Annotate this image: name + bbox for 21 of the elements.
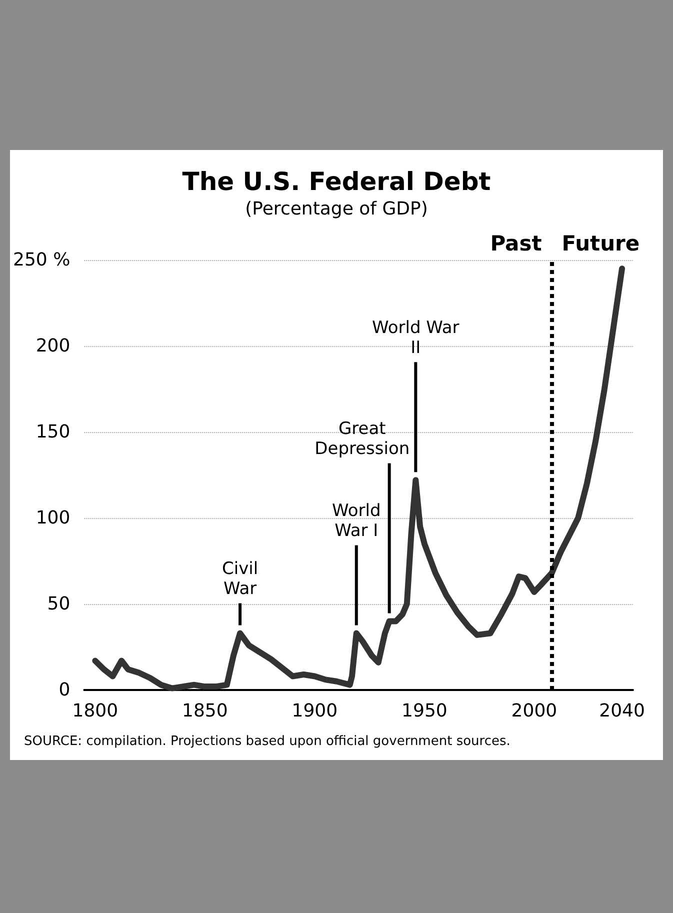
x-tick-label: 2040 (599, 700, 645, 722)
x-tick-label: 1800 (72, 700, 118, 722)
chart-subtitle: (Percentage of GDP) (245, 198, 428, 220)
y-tick-label: 50 (47, 594, 70, 614)
y-tick-label: 0 (58, 680, 70, 700)
x-tick-label: 2000 (511, 700, 558, 722)
annotation: World War II (372, 318, 460, 358)
annotation: Civil War (222, 559, 258, 600)
y-tick-label: 200 (36, 336, 70, 356)
x-tick-label: 1850 (182, 700, 228, 722)
text: Future (562, 232, 640, 256)
y-tick-label: 150 (36, 422, 70, 442)
y-tick-label: 100 (36, 508, 70, 528)
source-note: SOURCE: compilation. Projections based upon official government sources. (24, 734, 510, 749)
x-tick-label: 1900 (292, 700, 338, 722)
text: Past (490, 232, 542, 256)
annotation: Great Depression (314, 419, 410, 460)
y-tick-label: 250 % (12, 250, 70, 270)
annotation: World War I (332, 501, 381, 542)
x-tick-label: 1950 (402, 700, 448, 722)
chart-title: The U.S. Federal Debt (182, 167, 491, 196)
